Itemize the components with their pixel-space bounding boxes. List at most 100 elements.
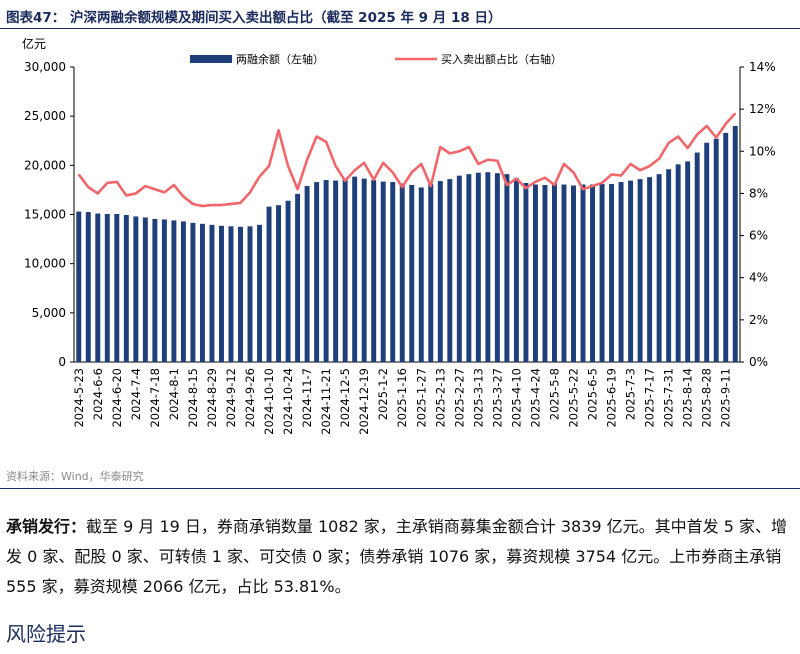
y-left-unit-label: 亿元 — [22, 36, 46, 51]
x-tick-label: 2025-1-27 — [414, 368, 428, 428]
ratio-point-2024-5-23 — [78, 173, 80, 176]
bar-2025-6-19 — [609, 184, 615, 362]
bar-2025-8-28 — [704, 142, 710, 362]
x-tick-label: 2024-10-24 — [281, 368, 295, 435]
paragraph-lead: 承销发行： — [6, 517, 87, 536]
bar-2025-9-4 — [713, 138, 719, 362]
x-tick-label: 2024-5-23 — [72, 368, 86, 428]
y-left-tick-label: 0 — [58, 355, 66, 369]
ratio-point-2024-9-12 — [230, 203, 232, 205]
ratio-point-2025-4-17 — [525, 187, 527, 189]
ratio-point-2024-7-11 — [144, 185, 146, 187]
ratio-point-2025-3-20 — [487, 159, 489, 161]
y-right-tick-label: 6% — [749, 229, 768, 243]
ratio-point-2024-12-26 — [373, 179, 375, 181]
bar-2024-11-14 — [314, 182, 320, 362]
ratio-point-2024-7-4 — [135, 192, 137, 195]
ratio-point-2025-6-12 — [601, 182, 603, 184]
ratio-point-2025-5-15 — [563, 163, 565, 165]
bar-2024-8-1 — [171, 220, 177, 362]
x-tick-label: 2025-7-3 — [624, 368, 638, 420]
x-tick-label: 2025-6-19 — [605, 368, 619, 428]
bar-2025-9-11 — [723, 132, 729, 362]
source-note: 资料来源：Wind，华泰研究 — [6, 470, 144, 483]
bar-2025-4-30 — [542, 185, 548, 362]
ratio-point-2025-1-23 — [411, 171, 413, 173]
ratio-point-2024-6-20 — [116, 181, 118, 183]
ratio-point-2025-1-2 — [382, 162, 384, 164]
x-tick-label: 2024-6-20 — [110, 368, 124, 428]
ratio-point-2024-9-19 — [239, 202, 242, 204]
ratio-point-2025-3-27 — [496, 160, 498, 162]
bar-2025-7-10 — [637, 179, 643, 362]
bar-2024-7-4 — [133, 216, 139, 362]
ratio-point-2024-7-18 — [154, 188, 156, 190]
y-right-tick-label: 8% — [749, 186, 768, 200]
bar-2025-5-22 — [571, 185, 576, 362]
bar-2025-6-26 — [618, 182, 624, 362]
ratio-point-2025-4-10 — [515, 178, 518, 180]
ratio-point-2025-6-5 — [591, 185, 594, 187]
bar-2025-5-8 — [551, 183, 557, 362]
x-tick-label: 2025-2-13 — [433, 368, 447, 428]
y-left-tick-label: 5,000 — [32, 306, 66, 320]
ratio-point-2024-11-7 — [306, 159, 308, 161]
ratio-point-2024-10-3 — [258, 175, 261, 178]
bar-2024-11-21 — [323, 180, 329, 362]
bar-2024-10-31 — [295, 193, 301, 362]
ratio-point-2025-7-10 — [639, 169, 641, 171]
bar-2025-4-10 — [513, 178, 519, 362]
ratio-point-2024-12-19 — [363, 162, 365, 164]
x-tick-label: 2025-7-17 — [643, 368, 657, 428]
bar-2025-8-7 — [675, 164, 681, 362]
bar-2024-6-6 — [95, 213, 101, 362]
bar-2024-6-13 — [104, 214, 110, 362]
bar-2025-3-6 — [466, 174, 472, 362]
bar-2025-7-31 — [666, 169, 672, 362]
bar-2024-10-3 — [257, 224, 263, 362]
ratio-point-2025-2-27 — [458, 150, 460, 152]
bar-2024-5-30 — [85, 212, 91, 362]
bar-2024-10-24 — [285, 200, 291, 362]
bar-2024-9-5 — [218, 225, 224, 362]
x-tick-label: 2025-1-2 — [376, 368, 390, 420]
ratio-point-2025-7-31 — [668, 142, 670, 144]
x-tick-label: 2024-8-29 — [205, 368, 219, 428]
ratio-point-2025-9-18 — [734, 112, 736, 114]
ratio-point-2024-10-24 — [287, 165, 289, 167]
ratio-point-2024-12-5 — [344, 180, 346, 182]
y-left-tick-label: 25,000 — [24, 109, 66, 123]
legend-bar-label: 两融余额（左轴） — [236, 52, 324, 66]
ratio-point-2024-7-25 — [163, 191, 165, 193]
ratio-point-2025-3-13 — [477, 163, 479, 165]
ratio-point-2025-5-29 — [582, 188, 584, 190]
y-right-tick-label: 2% — [749, 313, 768, 327]
ratio-point-2025-7-3 — [629, 163, 632, 165]
underwriting-paragraph: 承销发行：截至 9 月 19 日，券商承销数量 1082 家，主承销商募集金额合… — [6, 512, 796, 602]
ratio-point-2025-2-20 — [449, 152, 451, 154]
x-tick-label: 2024-8-15 — [186, 368, 200, 428]
y-right-tick-label: 14% — [749, 60, 776, 74]
ratio-point-2025-3-6 — [468, 146, 470, 148]
y-right-tick-label: 10% — [749, 144, 776, 158]
x-tick-label: 2025-4-10 — [509, 368, 523, 428]
bar-2024-12-19 — [361, 178, 367, 362]
bar-series — [76, 126, 738, 362]
chart-axes: 0 5,000 10,000 15,000 20,000 25,000 30,000 0% 2%… — [24, 60, 776, 369]
bar-2024-9-26 — [247, 226, 253, 362]
bar-2024-8-8 — [180, 221, 186, 362]
bar-2025-1-27 — [418, 187, 424, 362]
x-tick-label: 2025-6-5 — [586, 368, 600, 420]
bar-2024-10-10 — [266, 206, 272, 362]
ratio-point-2025-8-7 — [677, 135, 679, 138]
bar-2024-11-28 — [333, 180, 339, 362]
x-tick-label: 2025-8-28 — [700, 368, 714, 428]
y-left-tick-label: 20,000 — [24, 158, 66, 172]
ratio-point-2025-2-6 — [430, 185, 432, 187]
ratio-point-2025-5-22 — [572, 171, 575, 173]
y-right-tick-label: 12% — [749, 102, 776, 116]
x-tick-label: 2024-7-4 — [129, 368, 143, 420]
bar-2024-6-27 — [123, 214, 129, 362]
y-left-tick-label: 30,000 — [24, 60, 66, 74]
x-tick-label: 2025-4-24 — [528, 368, 542, 428]
